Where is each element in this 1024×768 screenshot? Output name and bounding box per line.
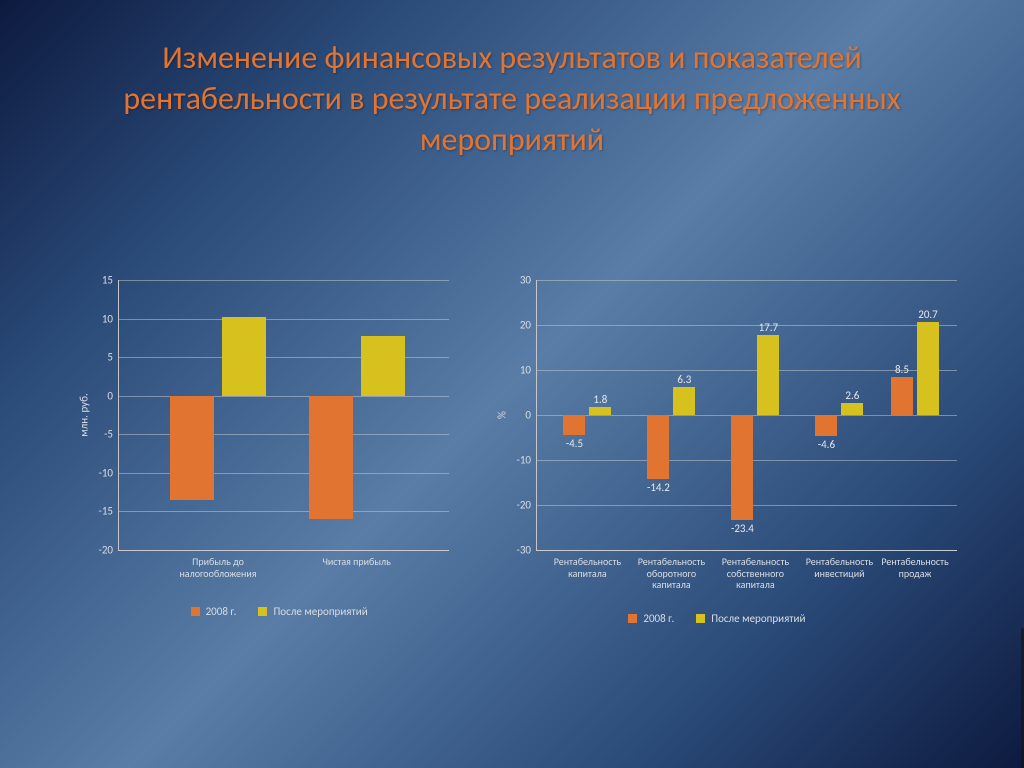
legend: 2008 г. После мероприятий (628, 612, 805, 625)
legend-swatch (696, 614, 705, 623)
legend: 2008 г. После мероприятий (191, 605, 368, 618)
gridline (119, 280, 449, 281)
bar (563, 415, 585, 435)
y-tick-label: 0 (525, 410, 537, 421)
legend-swatch (628, 614, 637, 623)
gridline (119, 434, 449, 435)
gridline (119, 511, 449, 512)
slide: Изменение финансовых результатов и показ… (0, 0, 1024, 768)
legend-item: 2008 г. (628, 612, 674, 625)
gridline (119, 396, 449, 397)
gridline (119, 473, 449, 474)
data-label: 17.7 (759, 321, 779, 334)
plot-area: -20-15-10-5051015Прибыль до налогообложе… (118, 280, 449, 551)
data-label: 8.5 (895, 363, 909, 376)
bar (589, 407, 611, 415)
y-tick-label: -20 (98, 545, 119, 556)
category-label: Рентабельность капитала (542, 550, 632, 579)
legend-swatch (258, 607, 267, 616)
slide-title: Изменение финансовых результатов и показ… (0, 38, 1024, 161)
legend-item: После мероприятий (258, 605, 367, 618)
y-tick-label: 10 (102, 313, 119, 324)
bar (647, 415, 669, 479)
chart-profitability: -30-20-100102030Рентабельность капитала-… (498, 280, 968, 660)
category-label: Прибыль до налогообложения (173, 550, 263, 579)
bar (222, 317, 266, 396)
data-label: -4.5 (566, 437, 583, 450)
category-label: Рентабельность оборотного капитала (626, 550, 716, 591)
legend-item: После мероприятий (696, 612, 805, 625)
data-label: -4.6 (818, 438, 835, 451)
chart-profit: -20-15-10-5051015Прибыль до налогообложе… (80, 280, 470, 660)
legend-swatch (191, 607, 200, 616)
y-tick-label: -20 (516, 500, 537, 511)
y-tick-label: -30 (516, 545, 537, 556)
gridline (537, 325, 957, 326)
legend-label: 2008 г. (206, 605, 237, 618)
bar (170, 396, 214, 500)
y-axis-label: млн. руб. (78, 393, 91, 437)
data-label: 20.7 (918, 308, 938, 321)
data-label: 2.6 (845, 389, 859, 402)
data-label: -14.2 (647, 481, 670, 494)
bar (841, 403, 863, 415)
y-tick-label: -5 (104, 429, 119, 440)
data-label: -23.4 (731, 522, 754, 535)
y-tick-label: -10 (516, 455, 537, 466)
y-axis-label: % (496, 411, 509, 419)
y-tick-label: 20 (520, 320, 537, 331)
y-tick-label: 15 (102, 275, 119, 286)
y-tick-label: 10 (520, 365, 537, 376)
y-tick-label: -15 (98, 506, 119, 517)
y-tick-label: 30 (520, 275, 537, 286)
data-label: 6.3 (677, 373, 691, 386)
bar (815, 415, 837, 436)
plot-area: -30-20-100102030Рентабельность капитала-… (536, 280, 957, 551)
y-tick-label: -10 (98, 467, 119, 478)
gridline (537, 370, 957, 371)
data-label: 1.8 (593, 393, 607, 406)
bar (917, 322, 939, 415)
legend-label: После мероприятий (273, 605, 367, 618)
gridline (119, 319, 449, 320)
category-label: Рентабельность продаж (870, 550, 960, 579)
category-label: Рентабельность собственного капитала (710, 550, 800, 591)
y-tick-label: 5 (107, 352, 119, 363)
gridline (537, 280, 957, 281)
bar (891, 377, 913, 415)
bar (731, 415, 753, 520)
legend-item: 2008 г. (191, 605, 237, 618)
legend-label: 2008 г. (643, 612, 674, 625)
bar (757, 335, 779, 415)
bar (673, 387, 695, 415)
y-tick-label: 0 (107, 390, 119, 401)
bar (361, 336, 405, 395)
category-label: Чистая прибыль (312, 550, 402, 568)
legend-label: После мероприятий (711, 612, 805, 625)
bar (309, 396, 353, 519)
